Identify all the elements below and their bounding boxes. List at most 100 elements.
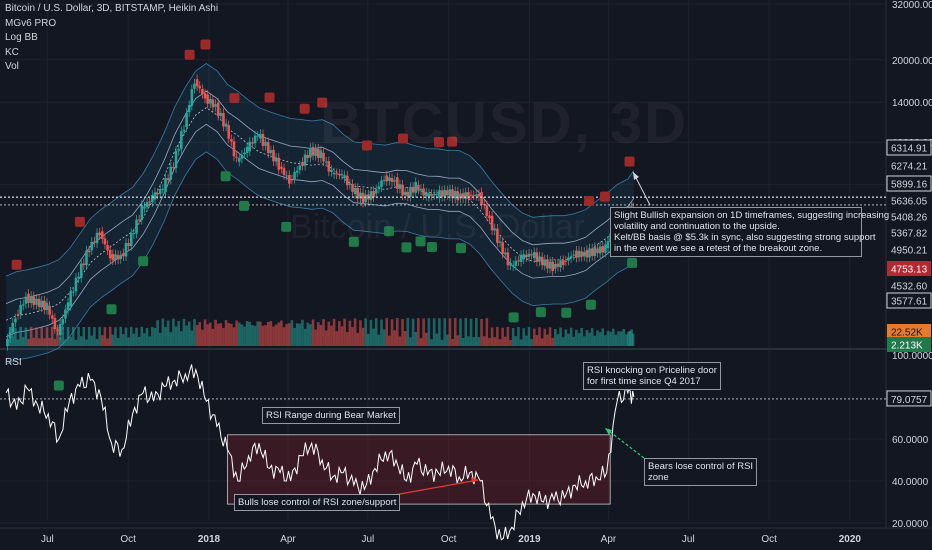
volume-bar	[522, 328, 526, 346]
volume-bar	[35, 327, 38, 346]
buy-signal-marker	[627, 257, 638, 268]
volume-bar	[98, 326, 101, 346]
annotation-rsi-range[interactable]: RSI Range during Bear Market	[262, 407, 400, 424]
candle-body	[232, 141, 236, 157]
candle-body	[388, 177, 391, 181]
volume-bar	[469, 318, 473, 346]
volume-bar	[525, 335, 528, 346]
time-axis-label: Oct	[441, 534, 457, 545]
volume-bar	[290, 320, 294, 346]
volume-bar	[37, 338, 41, 346]
volume-bar	[567, 333, 570, 346]
volume-bar	[369, 319, 373, 346]
candle-body	[164, 178, 167, 193]
volume-bar	[164, 327, 167, 346]
candle-body	[546, 259, 549, 269]
legend-title[interactable]: Bitcoin / U.S. Dollar, 3D, BITSTAMP, Hei…	[5, 3, 219, 14]
volume-bar	[259, 321, 262, 346]
volume-bar	[390, 319, 394, 346]
rsi-axis-tick: 20.0000	[892, 519, 929, 530]
volume-bar	[324, 330, 328, 346]
volume-bar	[406, 318, 410, 346]
volume-bar	[182, 318, 186, 346]
legend-indicator-mgv6[interactable]: MGv6 PRO	[5, 17, 57, 29]
candle-body	[222, 113, 225, 127]
volume-bar	[443, 318, 446, 346]
candle-body	[414, 182, 418, 193]
volume-bar	[309, 324, 312, 346]
volume-bar	[353, 318, 357, 346]
sell-signal-marker	[229, 93, 240, 104]
volume-bar	[511, 327, 515, 346]
candle-body	[540, 256, 544, 266]
candle-body	[180, 131, 183, 150]
volume-bar	[224, 320, 228, 346]
buy-signal-marker	[455, 243, 466, 254]
candle-body	[72, 291, 75, 293]
volume-bar	[185, 325, 188, 346]
buy-signal-marker	[53, 380, 64, 391]
legend-indicator-kc[interactable]: KC	[5, 46, 19, 58]
legend-indicator-vol[interactable]: Vol	[5, 61, 19, 72]
volume-bar	[119, 326, 123, 346]
volume-bar	[540, 338, 544, 346]
buy-signal-marker	[415, 236, 426, 247]
candle-body	[187, 105, 191, 113]
candle-body	[514, 260, 518, 266]
volume-bar	[501, 327, 504, 346]
candle-body	[153, 192, 157, 200]
volume-bar	[222, 328, 225, 346]
candle-body	[556, 263, 560, 267]
candle-body	[230, 139, 233, 142]
candle-body	[316, 148, 320, 158]
volume-bar	[480, 318, 483, 346]
price-axis-badge	[887, 278, 931, 293]
candle-body	[45, 302, 49, 310]
annotation-rsi-knocking[interactable]: RSI knocking on Priceline door for first…	[583, 362, 721, 390]
sell-signal-marker	[599, 191, 610, 202]
volume-bar	[64, 339, 67, 346]
candle-body	[443, 189, 446, 197]
candle-body	[464, 192, 468, 199]
volume-bar	[85, 339, 88, 346]
buy-signal-marker	[281, 221, 292, 232]
volume-bar	[569, 327, 573, 346]
candles	[6, 74, 635, 351]
candle-body	[198, 85, 202, 89]
candle-body	[395, 177, 399, 189]
volume-bar	[430, 339, 433, 346]
candle-body	[124, 242, 128, 257]
volume-bar	[340, 326, 344, 346]
volume-bar	[382, 329, 386, 346]
volume-bar	[111, 334, 115, 346]
candle-body	[98, 232, 101, 236]
annotation-bears-lose[interactable]: Bears lose control of RSI zone	[644, 458, 758, 486]
volume-bar	[490, 327, 494, 346]
candle-body	[377, 186, 381, 189]
candle-body	[122, 253, 125, 257]
candle-body	[208, 98, 212, 104]
candle-body	[285, 175, 288, 177]
candle-body	[245, 146, 249, 154]
time-axis-label: Apr	[280, 534, 296, 545]
candle-body	[48, 305, 51, 315]
legend-indicator-logbb[interactable]: Log BB	[5, 32, 38, 43]
candle-body	[359, 192, 362, 199]
candle-body	[490, 215, 494, 231]
candle-body	[314, 148, 317, 156]
volume-bar	[156, 320, 159, 346]
price-axis-badge-label: 4532.60	[891, 282, 928, 293]
annotation-bulls-lose[interactable]: Bulls lose control of RSI zone/support	[234, 494, 401, 511]
candle-body	[590, 248, 594, 256]
volume-bar	[556, 334, 560, 346]
candle-body	[264, 141, 267, 146]
watermark-name: Bitcoin / U.S. Dollar	[290, 208, 585, 246]
candle-body	[430, 193, 433, 196]
rsi-pane-title[interactable]: RSI	[5, 357, 22, 368]
volume-bar	[216, 323, 220, 346]
annotation-bullish-expansion[interactable]: Slight Bullish expansion on 1D timeframe…	[610, 207, 889, 257]
candle-body	[269, 150, 273, 153]
volume-bar	[206, 324, 209, 346]
candle-body	[306, 155, 310, 158]
